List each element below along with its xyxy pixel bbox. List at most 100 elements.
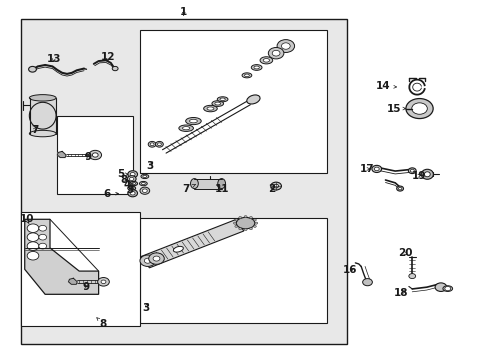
Circle shape [144, 258, 151, 263]
Ellipse shape [141, 183, 145, 185]
Text: 8: 8 [97, 318, 107, 329]
Bar [194, 179, 221, 189]
Ellipse shape [217, 97, 227, 102]
Text: 3: 3 [146, 161, 153, 171]
Circle shape [244, 216, 246, 218]
Ellipse shape [142, 189, 147, 193]
Ellipse shape [220, 98, 225, 100]
Ellipse shape [263, 59, 269, 62]
Ellipse shape [409, 169, 413, 172]
Ellipse shape [203, 105, 217, 112]
Text: 19: 19 [410, 171, 425, 181]
Text: 9: 9 [83, 282, 90, 292]
Ellipse shape [150, 143, 154, 146]
Ellipse shape [129, 181, 137, 186]
Ellipse shape [127, 190, 137, 197]
Ellipse shape [244, 74, 249, 77]
Polygon shape [68, 278, 77, 284]
Ellipse shape [129, 187, 133, 189]
Circle shape [112, 66, 118, 71]
Ellipse shape [217, 179, 225, 189]
Text: 15: 15 [386, 104, 405, 113]
Text: 8: 8 [120, 175, 127, 185]
Text: 14: 14 [375, 81, 396, 91]
Bar [30, 98, 56, 134]
Ellipse shape [251, 64, 262, 70]
Ellipse shape [373, 167, 378, 171]
Circle shape [253, 219, 256, 221]
Circle shape [39, 234, 46, 240]
Circle shape [444, 287, 450, 291]
Circle shape [254, 222, 257, 224]
Circle shape [362, 279, 372, 286]
Circle shape [148, 253, 164, 264]
Ellipse shape [127, 176, 136, 182]
Ellipse shape [206, 107, 213, 110]
Ellipse shape [398, 187, 401, 190]
Circle shape [234, 219, 237, 221]
Ellipse shape [420, 169, 432, 179]
Ellipse shape [182, 127, 189, 130]
Text: 18: 18 [393, 288, 407, 297]
Ellipse shape [130, 172, 135, 176]
Circle shape [238, 228, 241, 230]
Text: 7: 7 [182, 184, 195, 194]
Circle shape [98, 278, 109, 286]
Ellipse shape [29, 95, 56, 101]
Ellipse shape [148, 141, 156, 147]
Ellipse shape [371, 165, 381, 172]
Ellipse shape [127, 171, 137, 178]
Ellipse shape [173, 246, 183, 252]
Circle shape [434, 283, 446, 292]
Ellipse shape [29, 130, 56, 137]
Ellipse shape [242, 73, 251, 78]
Text: 4: 4 [123, 180, 133, 190]
Ellipse shape [396, 186, 403, 191]
Circle shape [249, 228, 252, 230]
Ellipse shape [281, 43, 289, 49]
Ellipse shape [424, 172, 429, 177]
Ellipse shape [139, 181, 147, 186]
Ellipse shape [29, 102, 56, 129]
Circle shape [249, 216, 252, 219]
Circle shape [253, 225, 256, 228]
Ellipse shape [253, 66, 259, 69]
Polygon shape [141, 220, 244, 268]
Circle shape [408, 274, 415, 279]
Text: 20: 20 [397, 248, 411, 258]
Ellipse shape [268, 48, 284, 59]
Circle shape [244, 229, 246, 231]
Text: 9: 9 [84, 152, 91, 162]
Circle shape [27, 251, 39, 260]
Ellipse shape [272, 50, 280, 56]
Circle shape [39, 225, 46, 231]
Text: 7: 7 [31, 125, 38, 135]
Ellipse shape [442, 286, 452, 292]
Ellipse shape [190, 179, 198, 189]
Text: 2: 2 [267, 184, 275, 194]
Circle shape [140, 255, 155, 266]
Bar [21, 19, 346, 344]
Ellipse shape [129, 177, 134, 180]
Circle shape [27, 233, 39, 242]
Text: 1: 1 [180, 7, 187, 17]
Ellipse shape [127, 186, 135, 190]
Circle shape [27, 224, 39, 233]
Circle shape [101, 280, 106, 284]
Bar [140, 217, 326, 323]
Text: 16: 16 [343, 265, 357, 275]
Text: 12: 12 [101, 52, 115, 62]
Ellipse shape [246, 95, 260, 104]
Circle shape [233, 222, 236, 224]
Ellipse shape [142, 175, 146, 177]
Polygon shape [25, 219, 99, 294]
Circle shape [92, 153, 98, 157]
Ellipse shape [140, 187, 149, 194]
Text: 3: 3 [142, 302, 149, 312]
Text: 17: 17 [359, 164, 374, 174]
Ellipse shape [277, 40, 294, 53]
Circle shape [411, 103, 427, 114]
Ellipse shape [131, 183, 135, 185]
Ellipse shape [141, 174, 148, 179]
Circle shape [27, 242, 39, 250]
